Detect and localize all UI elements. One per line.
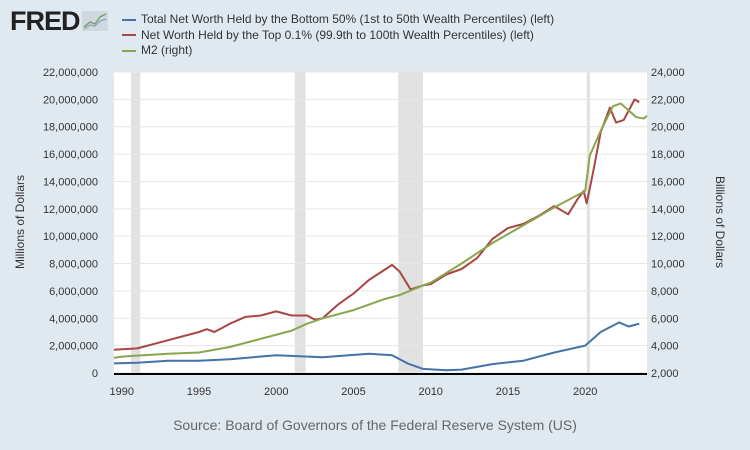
legend-item-top01[interactable]: Net Worth Held by the Top 0.1% (99.9th t…	[122, 28, 554, 44]
legend-label: Net Worth Held by the Top 0.1% (99.9th t…	[141, 27, 534, 42]
legend-label: Total Net Worth Held by the Bottom 50% (…	[141, 12, 555, 26]
left-tick-label: 0	[92, 368, 98, 380]
legend-label: M2 (right)	[141, 43, 193, 57]
right-tick-label: 22,000	[651, 94, 685, 106]
x-tick-label: 1995	[187, 386, 211, 398]
logo-graph-icon	[81, 11, 108, 31]
fred-logo[interactable]: FRED	[10, 6, 108, 37]
right-tick-label: 6,000	[651, 313, 679, 325]
recession-band	[130, 72, 141, 373]
left-tick-label: 2,000,000	[49, 341, 98, 353]
series-line-2[interactable]	[113, 102, 648, 359]
x-tick-label: 2000	[264, 386, 288, 398]
x-tick-label: 1990	[109, 386, 133, 398]
right-tick-label: 12,000	[651, 231, 685, 243]
left-tick-label: 12,000,000	[43, 204, 98, 216]
x-tick-label: 2005	[341, 386, 365, 398]
source-note: Source: Board of Governors of the Federa…	[173, 417, 577, 433]
x-tick-label: 2015	[496, 386, 520, 398]
left-tick-label: 22,000,000	[43, 67, 98, 79]
recession-band	[586, 72, 590, 373]
right-tick-label: 8,000	[651, 286, 679, 298]
left-tick-label: 8,000,000	[49, 259, 98, 271]
left-tick-label: 10,000,000	[43, 231, 98, 243]
recession-band	[398, 72, 423, 373]
recession-band	[294, 72, 306, 373]
legend-swatch	[122, 49, 136, 52]
x-tick-label: 2010	[418, 386, 442, 398]
right-tick-label: 4,000	[651, 341, 679, 353]
legend-swatch	[122, 34, 136, 37]
left-tick-label: 4,000,000	[49, 313, 98, 325]
right-tick-label: 18,000	[651, 149, 685, 161]
left-tick-label: 16,000,000	[43, 149, 98, 161]
legend: Total Net Worth Held by the Bottom 50% (…	[122, 12, 554, 59]
series-line-0[interactable]	[113, 321, 640, 372]
logo-text: FRED	[10, 6, 80, 36]
right-tick-label: 2,000	[651, 368, 679, 380]
right-tick-label: 24,000	[651, 67, 685, 79]
right-tick-label: 10,000	[651, 259, 685, 271]
legend-swatch	[122, 18, 136, 21]
right-tick-label: 14,000	[651, 204, 685, 216]
right-axis-label: Billions of Dollars	[713, 176, 727, 268]
right-tick-label: 16,000	[651, 176, 685, 188]
left-tick-label: 6,000,000	[49, 286, 98, 298]
legend-item-bottom50[interactable]: Total Net Worth Held by the Bottom 50% (…	[122, 12, 554, 28]
legend-item-m2[interactable]: M2 (right)	[122, 43, 554, 59]
left-axis-label: Millions of Dollars	[13, 175, 27, 269]
plot-area	[114, 72, 647, 373]
right-tick-label: 20,000	[651, 122, 685, 134]
left-tick-label: 20,000,000	[43, 94, 98, 106]
left-tick-label: 14,000,000	[43, 176, 98, 188]
x-tick-label: 2020	[573, 386, 597, 398]
left-tick-label: 18,000,000	[43, 122, 98, 134]
